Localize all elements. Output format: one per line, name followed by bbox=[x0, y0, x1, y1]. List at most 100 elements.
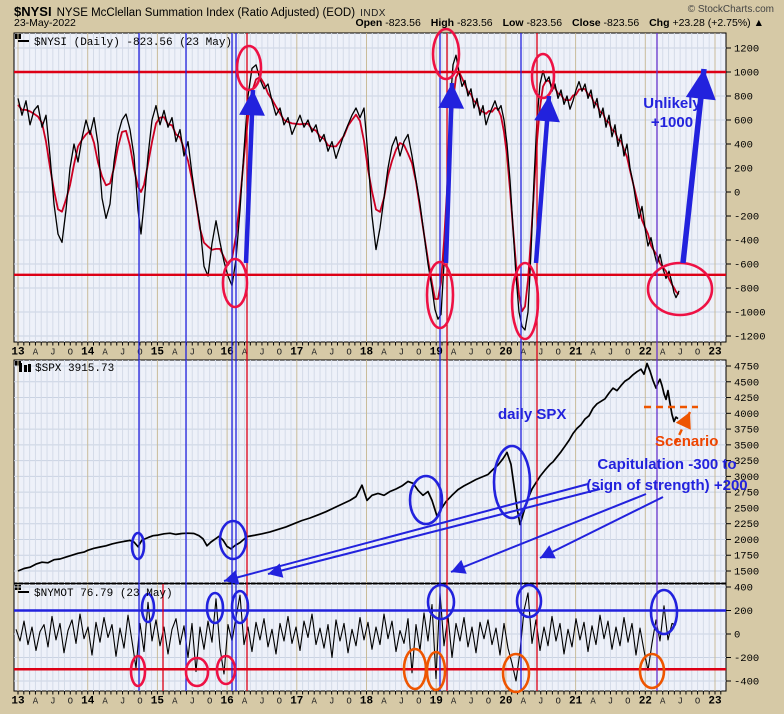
svg-text:A: A bbox=[172, 348, 178, 358]
annotation-arrow bbox=[533, 95, 560, 264]
nymot-line bbox=[15, 592, 677, 682]
up-arrow-icon: ▲ bbox=[753, 17, 764, 29]
close-label: Close bbox=[572, 17, 601, 29]
line-swatch-icon bbox=[18, 591, 29, 593]
svg-text:19: 19 bbox=[430, 347, 443, 359]
svg-text:A: A bbox=[33, 697, 39, 707]
svg-text:-400: -400 bbox=[734, 677, 759, 689]
svg-text:O: O bbox=[416, 348, 421, 358]
svg-text:J: J bbox=[608, 697, 613, 707]
highlight-ellipse bbox=[515, 583, 543, 619]
annotation-arrow bbox=[450, 493, 647, 574]
spx-legend-text: $SPX 3915.73 bbox=[35, 363, 115, 375]
svg-text:2000: 2000 bbox=[734, 535, 759, 547]
svg-text:14: 14 bbox=[81, 696, 95, 708]
daily-spx-annotation: daily SPX bbox=[498, 406, 567, 423]
annotation-arrow bbox=[239, 89, 265, 264]
svg-text:J: J bbox=[677, 348, 682, 358]
svg-text:A: A bbox=[381, 348, 387, 358]
high-value: -823.56 bbox=[457, 17, 493, 29]
svg-text:400: 400 bbox=[734, 140, 753, 152]
svg-text:J: J bbox=[677, 697, 682, 707]
highlight-ellipse bbox=[501, 652, 531, 694]
svg-text:A: A bbox=[521, 348, 527, 358]
svg-text:17: 17 bbox=[290, 347, 303, 359]
svg-text:A: A bbox=[660, 697, 666, 707]
unlikely-annotation: Unlikely +1000 bbox=[622, 94, 722, 132]
annotation-arrow bbox=[223, 483, 589, 585]
svg-text:A: A bbox=[521, 697, 527, 707]
svg-text:A: A bbox=[590, 697, 596, 707]
svg-text:J: J bbox=[399, 348, 404, 358]
svg-text:O: O bbox=[625, 697, 630, 707]
annotation-arrow bbox=[438, 82, 465, 264]
svg-text:13: 13 bbox=[11, 696, 25, 708]
svg-text:4000: 4000 bbox=[734, 409, 759, 421]
nymot-legend-text: $NYMOT 76.79 (23 May) bbox=[34, 588, 173, 600]
svg-text:O: O bbox=[346, 697, 351, 707]
svg-text:A: A bbox=[312, 348, 318, 358]
svg-text:16: 16 bbox=[220, 696, 233, 708]
symbol: $NYSI bbox=[14, 4, 52, 19]
spx-legend: $SPX 3915.73 bbox=[18, 363, 114, 375]
svg-text:O: O bbox=[207, 697, 212, 707]
svg-text:A: A bbox=[451, 348, 457, 358]
highlight-ellipse bbox=[130, 531, 146, 561]
svg-text:1200: 1200 bbox=[734, 44, 759, 56]
svg-text:J: J bbox=[50, 697, 55, 707]
chart-annotations bbox=[14, 27, 726, 694]
svg-text:3500: 3500 bbox=[734, 440, 759, 452]
close-value: -823.56 bbox=[603, 17, 640, 29]
svg-text:15: 15 bbox=[151, 347, 165, 359]
highlight-ellipse bbox=[492, 444, 532, 520]
highlight-ellipse bbox=[140, 592, 156, 624]
highlight-ellipse bbox=[230, 589, 250, 625]
copyright: © StockCharts.com bbox=[687, 4, 774, 15]
svg-text:1000: 1000 bbox=[734, 68, 759, 80]
svg-text:-1000: -1000 bbox=[734, 308, 766, 320]
svg-text:O: O bbox=[68, 348, 73, 358]
svg-text:J: J bbox=[329, 697, 334, 707]
highlight-ellipse bbox=[425, 650, 447, 692]
capitulation-line2: (sign of strength) +200 bbox=[586, 477, 748, 494]
highlight-ellipse bbox=[215, 654, 237, 686]
svg-text:O: O bbox=[137, 697, 142, 707]
svg-text:4250: 4250 bbox=[734, 393, 759, 405]
svg-text:19: 19 bbox=[430, 696, 443, 708]
highlight-ellipse bbox=[425, 260, 455, 330]
svg-text:20: 20 bbox=[499, 347, 512, 359]
gridlines bbox=[14, 33, 726, 695]
svg-text:0: 0 bbox=[734, 630, 740, 642]
svg-text:3000: 3000 bbox=[734, 472, 759, 484]
quote-bar: Open -823.56 High -823.56 Low -823.56 Cl… bbox=[348, 17, 764, 29]
spx-style-icon bbox=[18, 363, 31, 372]
open-value: -823.56 bbox=[385, 17, 421, 29]
svg-text:15: 15 bbox=[151, 696, 165, 708]
highlight-ellipse bbox=[431, 27, 461, 81]
annotation-arrow bbox=[267, 488, 601, 578]
svg-text:O: O bbox=[416, 697, 421, 707]
svg-text:O: O bbox=[207, 348, 212, 358]
low-value: -823.56 bbox=[526, 17, 563, 29]
highlight-ellipse bbox=[184, 656, 210, 688]
highlight-ellipse bbox=[646, 261, 714, 317]
svg-text:A: A bbox=[242, 697, 248, 707]
svg-text:4500: 4500 bbox=[734, 377, 759, 389]
svg-text:21: 21 bbox=[569, 696, 583, 708]
svg-text:1750: 1750 bbox=[734, 551, 759, 563]
annotation-arrow bbox=[539, 496, 664, 559]
svg-text:22: 22 bbox=[639, 696, 652, 708]
highlight-ellipse bbox=[510, 261, 540, 341]
svg-text:-600: -600 bbox=[734, 260, 759, 272]
highlight-ellipse bbox=[129, 654, 147, 688]
svg-text:23: 23 bbox=[708, 696, 722, 708]
svg-text:3750: 3750 bbox=[734, 425, 759, 437]
svg-text:20: 20 bbox=[499, 696, 512, 708]
svg-text:J: J bbox=[538, 697, 543, 707]
nysi-legend: $NYSI (Daily) -823.56 (23 May) bbox=[18, 37, 232, 49]
svg-text:2500: 2500 bbox=[734, 503, 759, 515]
svg-text:A: A bbox=[102, 348, 108, 358]
svg-text:J: J bbox=[190, 348, 195, 358]
highlight-ellipse bbox=[649, 588, 679, 636]
svg-text:O: O bbox=[277, 348, 282, 358]
